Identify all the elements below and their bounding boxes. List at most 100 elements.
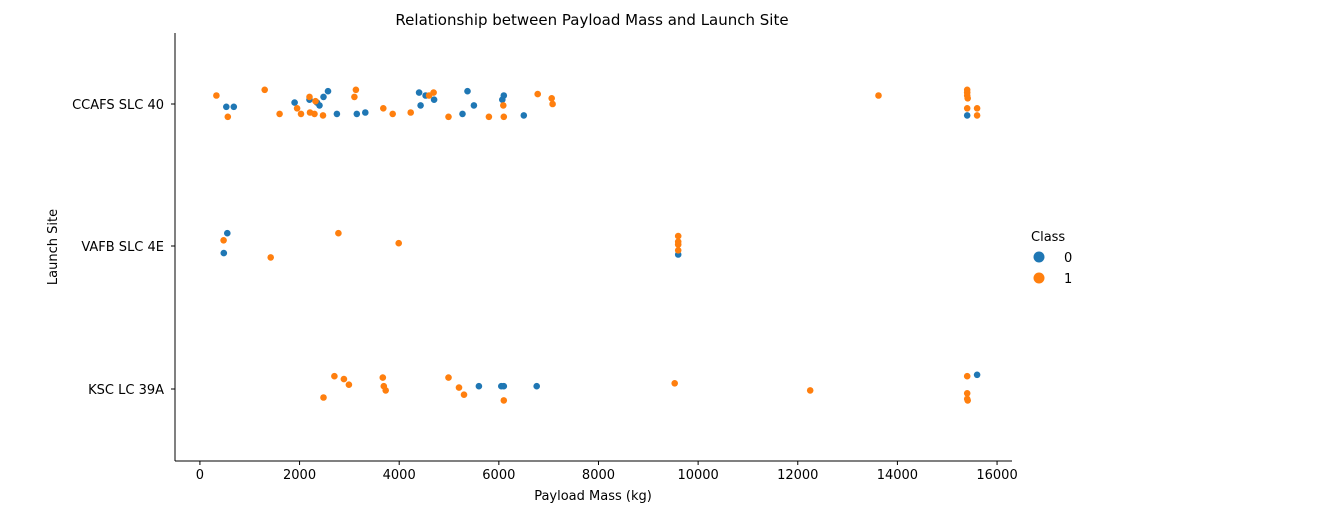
legend-label-class-1: 1	[1064, 272, 1072, 287]
scatter-point-class-0	[963, 112, 971, 119]
x-tick-label: 10000	[677, 468, 718, 483]
scatter-point-class-0	[417, 102, 424, 109]
scatter-point-class-1	[963, 372, 971, 380]
scatter-point-class-1	[671, 380, 678, 387]
x-tick-label: 8000	[582, 468, 615, 483]
x-tick-label: 6000	[482, 468, 515, 483]
x-tick-label: 0	[196, 468, 204, 483]
scatter-point-class-0	[291, 99, 298, 106]
scatter-point-class-0	[500, 382, 508, 390]
scatter-point-class-1	[806, 387, 814, 394]
x-tick-label: 14000	[877, 468, 918, 483]
scatter-point-class-1	[306, 93, 313, 101]
scatter-point-class-1	[674, 241, 682, 248]
scatter-point-class-0	[415, 89, 423, 96]
scatter-point-class-0	[362, 109, 369, 116]
y-tick-label: CCAFS SLC 40	[72, 98, 164, 113]
x-tick-label: 2000	[283, 468, 316, 483]
scatter-point-class-0	[459, 110, 466, 118]
scatter-point-class-1	[963, 390, 971, 397]
scatter-point-class-0	[464, 87, 471, 95]
legend-marker-class-0	[1033, 251, 1045, 263]
legend: Class 01	[1031, 230, 1072, 287]
scatter-point-class-0	[973, 371, 981, 379]
y-axis-title: Launch Site	[46, 209, 61, 285]
scatter-point-class-0	[520, 112, 528, 119]
plot-area	[213, 86, 981, 404]
scatter-point-class-1	[331, 372, 338, 380]
scatter-point-class-1	[320, 394, 327, 401]
scatter-point-class-1	[395, 239, 403, 247]
scatter-point-class-1	[445, 374, 452, 381]
scatter-point-class-1	[213, 92, 220, 99]
scatter-point-class-0	[430, 96, 438, 103]
scatter-point-class-1	[345, 381, 353, 389]
scatter-point-class-1	[340, 375, 348, 383]
scatter-point-class-1	[319, 112, 327, 119]
y-tick-label: VAFB SLC 4E	[81, 240, 164, 255]
scatter-point-class-1	[460, 391, 468, 399]
scatter-point-class-0	[333, 110, 341, 118]
x-axis-ticks: 0 2000 4000 6000 8000 10000 12000 14000 16000	[196, 461, 1018, 483]
legend-marker-class-1	[1033, 272, 1045, 284]
scatter-point-class-1	[312, 97, 319, 105]
chart-title: Relationship between Payload Mass and La…	[395, 11, 788, 29]
scatter-point-class-0	[224, 229, 231, 237]
scatter-point-class-1	[973, 105, 981, 112]
scatter-point-class-1	[220, 237, 227, 244]
scatter-point-class-0	[500, 92, 508, 99]
scatter-point-class-1	[963, 105, 971, 112]
scatter-point-class-1	[379, 374, 387, 381]
scatter-point-class-1	[335, 229, 342, 237]
scatter-point-class-1	[534, 90, 541, 98]
scatter-point-class-1	[389, 110, 397, 118]
scatter-point-class-0	[223, 103, 230, 111]
x-tick-label: 12000	[777, 468, 818, 483]
scatter-point-class-1	[311, 110, 318, 118]
scatter-point-class-1	[964, 397, 971, 404]
x-axis-title: Payload Mass (kg)	[534, 489, 652, 504]
scatter-point-class-0	[316, 102, 323, 109]
scatter-point-class-1	[500, 113, 508, 121]
scatter-point-class-1	[674, 247, 682, 254]
scatter-point-class-1	[352, 86, 360, 94]
scatter-point-class-0	[353, 110, 361, 118]
scatter-point-class-0	[324, 87, 332, 95]
scatter-point-class-1	[293, 105, 301, 112]
y-tick-label: KSC LC 39A	[88, 383, 164, 398]
legend-title: Class	[1031, 230, 1065, 245]
scatter-point-class-1	[407, 109, 415, 116]
legend-label-class-0: 0	[1064, 251, 1072, 266]
scatter-point-class-1	[548, 95, 555, 102]
scatter-point-class-1	[445, 113, 452, 121]
scatter-point-class-1	[674, 232, 682, 240]
scatter-point-class-1	[382, 387, 390, 394]
scatter-point-class-0	[230, 103, 238, 111]
scatter-point-class-1	[276, 110, 283, 118]
scatter-point-class-1	[549, 100, 556, 108]
scatter-point-class-1	[875, 92, 882, 99]
scatter-point-class-1	[500, 102, 507, 109]
scatter-point-class-1	[455, 384, 463, 391]
scatter-point-class-1	[351, 93, 358, 101]
scatter-point-class-1	[380, 105, 387, 112]
scatter-point-class-0	[533, 382, 540, 390]
scatter-point-class-1	[261, 86, 269, 94]
scatter-point-class-1	[224, 113, 232, 121]
scatter-point-class-0	[220, 249, 228, 257]
scatter-point-class-1	[973, 112, 981, 119]
scatter-point-class-1	[297, 110, 305, 118]
scatter-point-class-0	[470, 102, 478, 109]
scatter-point-class-0	[475, 382, 483, 390]
scatter-point-class-1	[430, 89, 437, 96]
scatter-point-class-1	[485, 113, 493, 121]
scatter-point-class-1	[964, 95, 971, 102]
x-tick-label: 4000	[383, 468, 416, 483]
scatter-point-class-0	[320, 93, 327, 101]
scatter-point-class-1	[500, 397, 508, 404]
scatter-point-class-1	[267, 254, 275, 261]
y-axis-ticks: CCAFS SLC 40 VAFB SLC 4E KSC LC 39A	[72, 98, 175, 398]
x-tick-label: 16000	[976, 468, 1017, 483]
legend-entries: 01	[1033, 251, 1072, 287]
